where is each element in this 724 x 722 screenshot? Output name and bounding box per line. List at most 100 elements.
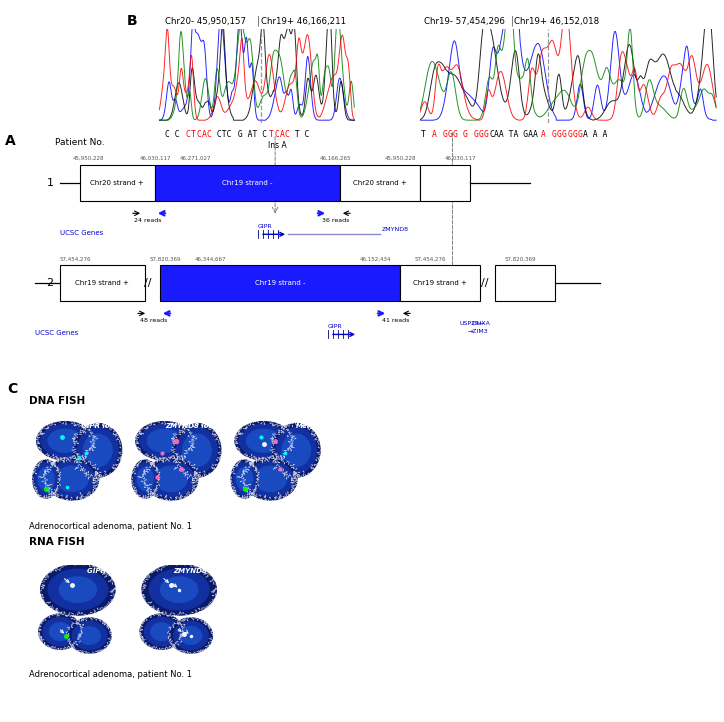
- Text: 1: 1: [46, 178, 54, 188]
- Text: 46,030,117: 46,030,117: [139, 156, 171, 161]
- Polygon shape: [35, 463, 57, 495]
- Text: A: A: [542, 130, 546, 139]
- Polygon shape: [161, 577, 198, 602]
- Polygon shape: [243, 458, 297, 500]
- Text: C: C: [274, 130, 279, 139]
- Text: Patient No.: Patient No.: [55, 138, 105, 147]
- Text: Chr19 strand +: Chr19 strand +: [75, 280, 129, 287]
- Text: A: A: [201, 130, 206, 139]
- Text: Ins A: Ins A: [268, 141, 287, 150]
- Polygon shape: [74, 424, 122, 477]
- Text: 2: 2: [46, 279, 54, 288]
- Polygon shape: [140, 425, 189, 457]
- Polygon shape: [282, 434, 311, 466]
- Polygon shape: [138, 468, 153, 490]
- Polygon shape: [83, 434, 112, 466]
- Text: A A A: A A A: [583, 130, 607, 139]
- Text: Adrenocortical adenoma, patient No. 1: Adrenocortical adenoma, patient No. 1: [29, 521, 192, 531]
- Polygon shape: [248, 461, 293, 497]
- Text: Chr20- 45,950,157: Chr20- 45,950,157: [165, 17, 246, 26]
- Polygon shape: [56, 466, 88, 492]
- Polygon shape: [48, 569, 108, 610]
- Polygon shape: [43, 617, 77, 645]
- Polygon shape: [68, 618, 111, 653]
- Text: G: G: [452, 130, 458, 139]
- Bar: [420, 165, 470, 201]
- Text: RNA FISH: RNA FISH: [29, 537, 85, 547]
- Polygon shape: [77, 427, 118, 473]
- Text: 57,454,276: 57,454,276: [414, 256, 446, 261]
- Polygon shape: [233, 463, 256, 495]
- Polygon shape: [45, 458, 98, 500]
- Polygon shape: [38, 468, 54, 490]
- Text: C: C: [196, 130, 201, 139]
- Text: 41 reads: 41 reads: [382, 318, 410, 323]
- Polygon shape: [272, 424, 320, 477]
- Text: B: B: [127, 14, 138, 28]
- Text: T: T: [421, 130, 431, 139]
- Text: T: T: [191, 130, 196, 139]
- Text: C: C: [489, 130, 494, 139]
- Polygon shape: [246, 430, 281, 452]
- Text: |: |: [510, 16, 513, 26]
- Text: AA TA GAA: AA TA GAA: [494, 130, 538, 139]
- Text: G: G: [447, 130, 452, 139]
- Polygon shape: [49, 623, 71, 640]
- Text: 48 reads: 48 reads: [140, 318, 168, 323]
- Text: Chr19- 57,454,296: Chr19- 57,454,296: [424, 17, 505, 26]
- Text: C: C: [285, 130, 290, 139]
- Text: 24 reads: 24 reads: [134, 218, 161, 223]
- Text: ZMYND8 locus: ZMYND8 locus: [165, 422, 222, 429]
- Polygon shape: [144, 617, 179, 645]
- Polygon shape: [173, 424, 221, 477]
- Bar: [340, 165, 420, 201]
- Text: G AT C: G AT C: [233, 130, 267, 139]
- Bar: [60, 265, 145, 301]
- Polygon shape: [169, 618, 212, 653]
- Text: Chr19 strand -: Chr19 strand -: [255, 280, 306, 287]
- Polygon shape: [134, 463, 156, 495]
- Text: ZMYND8: ZMYND8: [382, 227, 409, 232]
- Text: C: C: [207, 130, 211, 139]
- Bar: [80, 165, 155, 201]
- Text: UCSC Genes: UCSC Genes: [60, 230, 104, 236]
- Text: 57,820,369: 57,820,369: [149, 256, 181, 261]
- Text: T C: T C: [290, 130, 310, 139]
- Text: //: //: [144, 279, 152, 288]
- Polygon shape: [254, 466, 287, 492]
- Polygon shape: [140, 614, 183, 649]
- Polygon shape: [177, 427, 217, 473]
- Polygon shape: [136, 422, 193, 460]
- Polygon shape: [33, 460, 59, 498]
- Text: USP29←: USP29←: [460, 321, 485, 326]
- Text: 46,271,027: 46,271,027: [180, 156, 211, 161]
- Text: GIPR: GIPR: [258, 225, 273, 230]
- Polygon shape: [39, 614, 82, 649]
- Text: C C: C C: [165, 130, 185, 139]
- Text: CTC: CTC: [212, 130, 232, 139]
- Polygon shape: [48, 430, 83, 452]
- Text: DNA FISH: DNA FISH: [29, 396, 85, 406]
- Bar: [495, 265, 555, 301]
- Bar: [155, 165, 340, 201]
- Text: 57,454,276: 57,454,276: [59, 256, 90, 261]
- Polygon shape: [79, 627, 101, 644]
- Text: 45,950,228: 45,950,228: [72, 156, 104, 161]
- Text: Merge: Merge: [296, 422, 321, 429]
- Polygon shape: [180, 627, 202, 644]
- Text: Adrenocortical adenoma, patient No. 1: Adrenocortical adenoma, patient No. 1: [29, 669, 192, 679]
- Text: 46,152,434: 46,152,434: [359, 256, 391, 261]
- Polygon shape: [41, 564, 115, 615]
- Text: G: G: [573, 130, 578, 139]
- Text: G: G: [578, 130, 583, 139]
- Polygon shape: [231, 460, 258, 498]
- Text: G: G: [552, 130, 557, 139]
- Text: GIPR locus: GIPR locus: [81, 422, 122, 429]
- Text: G: G: [568, 130, 572, 139]
- Text: G: G: [442, 130, 447, 139]
- Text: 45,950,228: 45,950,228: [384, 156, 416, 161]
- Polygon shape: [144, 458, 198, 500]
- Polygon shape: [59, 577, 96, 602]
- Polygon shape: [72, 622, 106, 650]
- Bar: [160, 265, 400, 301]
